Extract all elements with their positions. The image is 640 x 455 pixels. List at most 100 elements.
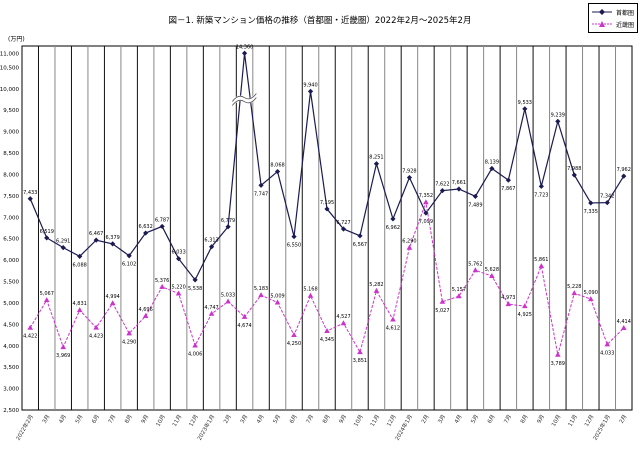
data-label: 8,068 [270,163,284,169]
data-point-diamond [274,168,281,175]
data-label: 6,567 [353,242,367,248]
legend-item-shutoken: 首都圏 [591,7,634,17]
x-tick-label: 5月 [272,414,283,425]
data-label: 4,527 [336,314,350,320]
axis-break-line [232,93,257,102]
data-point-diamond [307,88,314,94]
data-point-triangle [357,349,363,355]
data-label: 7,342 [600,194,614,200]
data-label: 5,538 [188,286,202,292]
data-label: 6,033 [171,250,185,256]
data-label: 9,239 [551,112,565,118]
data-point-triangle [423,199,429,205]
data-point-triangle [126,330,132,336]
x-tick-label: 5月 [470,414,481,425]
axis-break-mark [230,93,259,106]
data-point-triangle [60,344,67,350]
data-point-triangle [241,313,248,319]
data-label: 7,723 [534,192,548,198]
data-label: 8,139 [485,160,499,166]
data-label: 4,250 [287,341,301,347]
data-label: 7,988 [567,166,581,172]
data-point-triangle [274,299,281,305]
data-label: 7,661 [452,180,466,186]
data-label: 6,467 [89,231,103,237]
x-tick-label: 3月 [437,414,448,425]
data-point-triangle [472,267,479,273]
data-label: 5,009 [270,294,284,300]
data-label: 5,376 [155,278,169,284]
data-label: 4,994 [106,294,120,300]
data-point-diamond [373,161,380,167]
legend-diamond-marker-icon [592,9,612,15]
data-label: 6,379 [106,235,120,241]
data-point-diamond [159,223,165,230]
data-point-diamond [44,235,50,241]
data-label: 6,088 [73,262,87,268]
data-point-triangle [373,287,380,293]
data-point-diamond [621,173,627,179]
data-label: 4,345 [320,337,334,343]
data-point-diamond [505,177,511,183]
y-tick-label: 6,000 [3,258,19,264]
data-label: 4,033 [600,350,614,356]
data-point-diamond [472,193,478,199]
data-point-triangle [620,325,627,331]
data-label: 4,414 [617,319,631,325]
x-tick-label: 2月 [222,414,233,425]
data-label: 5,027 [435,308,449,314]
data-label: 6,632 [138,224,152,230]
data-point-diamond [225,224,231,230]
x-tick-label: 7月 [107,414,118,425]
y-tick-label: 9,500 [3,108,19,114]
x-tick-label: 8月 [519,414,530,425]
data-label: 5,762 [468,261,482,267]
legend-triangle-marker-icon [592,21,612,27]
data-point-diamond [291,233,297,240]
data-point-diamond [456,186,462,192]
data-label: 5,228 [567,284,581,290]
data-point-triangle [142,312,149,318]
x-tick-label: 4月 [453,414,464,425]
data-point-triangle [406,244,413,250]
x-tick-label: 12月 [188,414,200,428]
data-label: 5,033 [221,293,235,299]
data-label: 6,102 [122,262,136,268]
data-point-diamond [143,230,149,236]
data-point-diamond [538,183,544,189]
x-tick-label: 11月 [369,414,381,428]
data-point-diamond [604,200,610,206]
data-label: 4,612 [386,326,400,332]
data-point-triangle [159,283,165,289]
data-label: 6,727 [336,220,350,226]
data-point-triangle [192,342,198,348]
data-point-diamond [126,253,132,259]
data-point-diamond [571,172,577,178]
x-tick-label: 6月 [288,414,299,425]
data-point-diamond [93,237,99,243]
data-label: 5,183 [254,286,268,292]
data-label: 7,099 [419,219,433,225]
data-label: 7,928 [402,169,416,175]
x-tick-label: 10月 [352,414,364,428]
x-tick-label: 9月 [140,414,151,425]
x-tick-label: 7月 [503,413,514,424]
x-tick-label: 11月 [171,414,183,428]
x-tick-label: 12月 [385,414,397,428]
data-label: 8,251 [369,155,383,161]
data-point-diamond [406,174,413,181]
data-label: 9,533 [518,100,532,106]
y-axis-unit: (万円) [8,36,25,43]
data-label: 14,360 [236,44,254,50]
x-tick-label: 2022年2月 [14,413,35,442]
data-point-triangle [291,332,297,338]
x-tick-label: 4月 [255,414,266,425]
data-point-triangle [225,298,231,304]
data-label: 6,290 [402,239,416,245]
data-label: 5,090 [584,290,598,296]
x-tick-label: 2月 [618,414,629,425]
data-label: 5,861 [534,257,548,263]
data-label: 3,851 [353,358,367,364]
legend: 首都圏 近畿圏 [588,3,638,33]
data-point-diamond [324,206,330,212]
